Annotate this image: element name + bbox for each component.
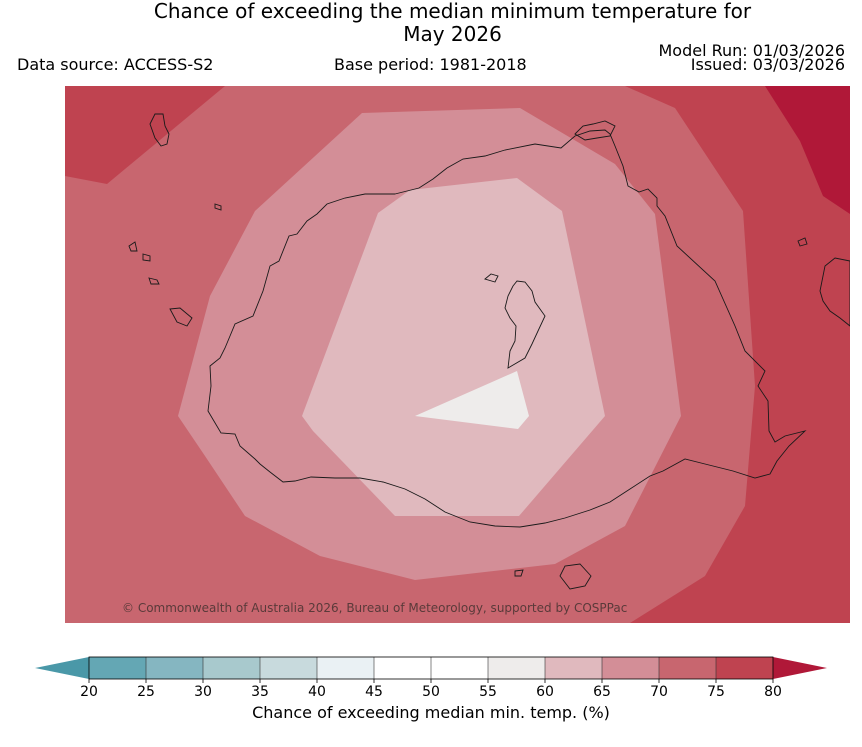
- coastline-islet-w5: [214, 203, 222, 211]
- base-period-label: Base period: 1981-2018: [334, 55, 527, 74]
- data-source-label: Data source: ACCESS-S2: [17, 55, 214, 74]
- colorbar-tick-label: 60: [536, 684, 554, 700]
- colorbar-tick-label: 35: [251, 684, 269, 700]
- colorbar-segment: [545, 657, 603, 679]
- colorbar-under-arrow: [35, 657, 89, 679]
- coastline-northeast-island: [574, 120, 616, 141]
- colorbar-tick-label: 40: [308, 684, 326, 700]
- coastline-inner-island: [504, 280, 546, 369]
- colorbar-segment: [317, 657, 375, 679]
- coastline-east-island: [819, 257, 850, 327]
- map-title-line2: May 2026: [403, 22, 502, 46]
- colorbar-segment: [488, 657, 546, 679]
- coastline-islet-e: [797, 237, 808, 247]
- coastline-islet-n: [484, 273, 499, 283]
- coastline-islet-s: [514, 569, 524, 577]
- colorbar-segment: [716, 657, 774, 679]
- model-run-label: Model Run: 01/03/2026: [658, 41, 846, 60]
- colorbar-segment: [602, 657, 660, 679]
- colorbar: 20 25 30 35 40 45 50 55 60 65 70 75 80: [35, 656, 827, 700]
- colorbar-tick-label: 65: [593, 684, 611, 700]
- colorbar-segment: [89, 657, 147, 679]
- colorbar-over-arrow: [773, 657, 827, 679]
- colorbar-title: Chance of exceeding median min. temp. (%…: [252, 703, 610, 722]
- coastline-main-island: [207, 129, 807, 528]
- coastline-islet-w3: [148, 277, 160, 285]
- coastline-south-island: [559, 563, 592, 590]
- map-title: Chance of exceeding the median minimum t…: [0, 0, 862, 46]
- band-55: [415, 371, 529, 429]
- colorbar-tick-label: 20: [80, 684, 98, 700]
- colorbar-tick-label: 80: [764, 684, 782, 700]
- issued-label: Issued: 03/03/2026: [690, 55, 845, 74]
- colorbar-tick-label: 70: [650, 684, 668, 700]
- coastline-islet-w2: [142, 253, 151, 262]
- colorbar-tick-label: 25: [137, 684, 155, 700]
- colorbar-tick-label: 45: [365, 684, 383, 700]
- colorbar-segment: [260, 657, 318, 679]
- colorbar-segment: [431, 657, 489, 679]
- coastline-northwest-island: [149, 113, 170, 147]
- copyright-notice: © Commonwealth of Australia 2026, Bureau…: [122, 601, 628, 615]
- band-60: [302, 178, 605, 516]
- map-title-line1: Chance of exceeding the median minimum t…: [153, 0, 752, 23]
- colorbar-tick-label: 50: [422, 684, 440, 700]
- colorbar-tick-label: 75: [707, 684, 725, 700]
- band-80: [765, 86, 850, 214]
- colorbar-tick-label: 30: [194, 684, 212, 700]
- colorbar-segment: [146, 657, 204, 679]
- colorbar-segment: [659, 657, 717, 679]
- colorbar-tick-label: 55: [479, 684, 497, 700]
- coastline: [128, 113, 850, 590]
- coastline-islet-w1: [128, 241, 138, 252]
- colorbar-segment: [203, 657, 261, 679]
- forecast-map[interactable]: [65, 86, 850, 623]
- coastline-islet-w4: [169, 307, 193, 327]
- colorbar-segment: [374, 657, 432, 679]
